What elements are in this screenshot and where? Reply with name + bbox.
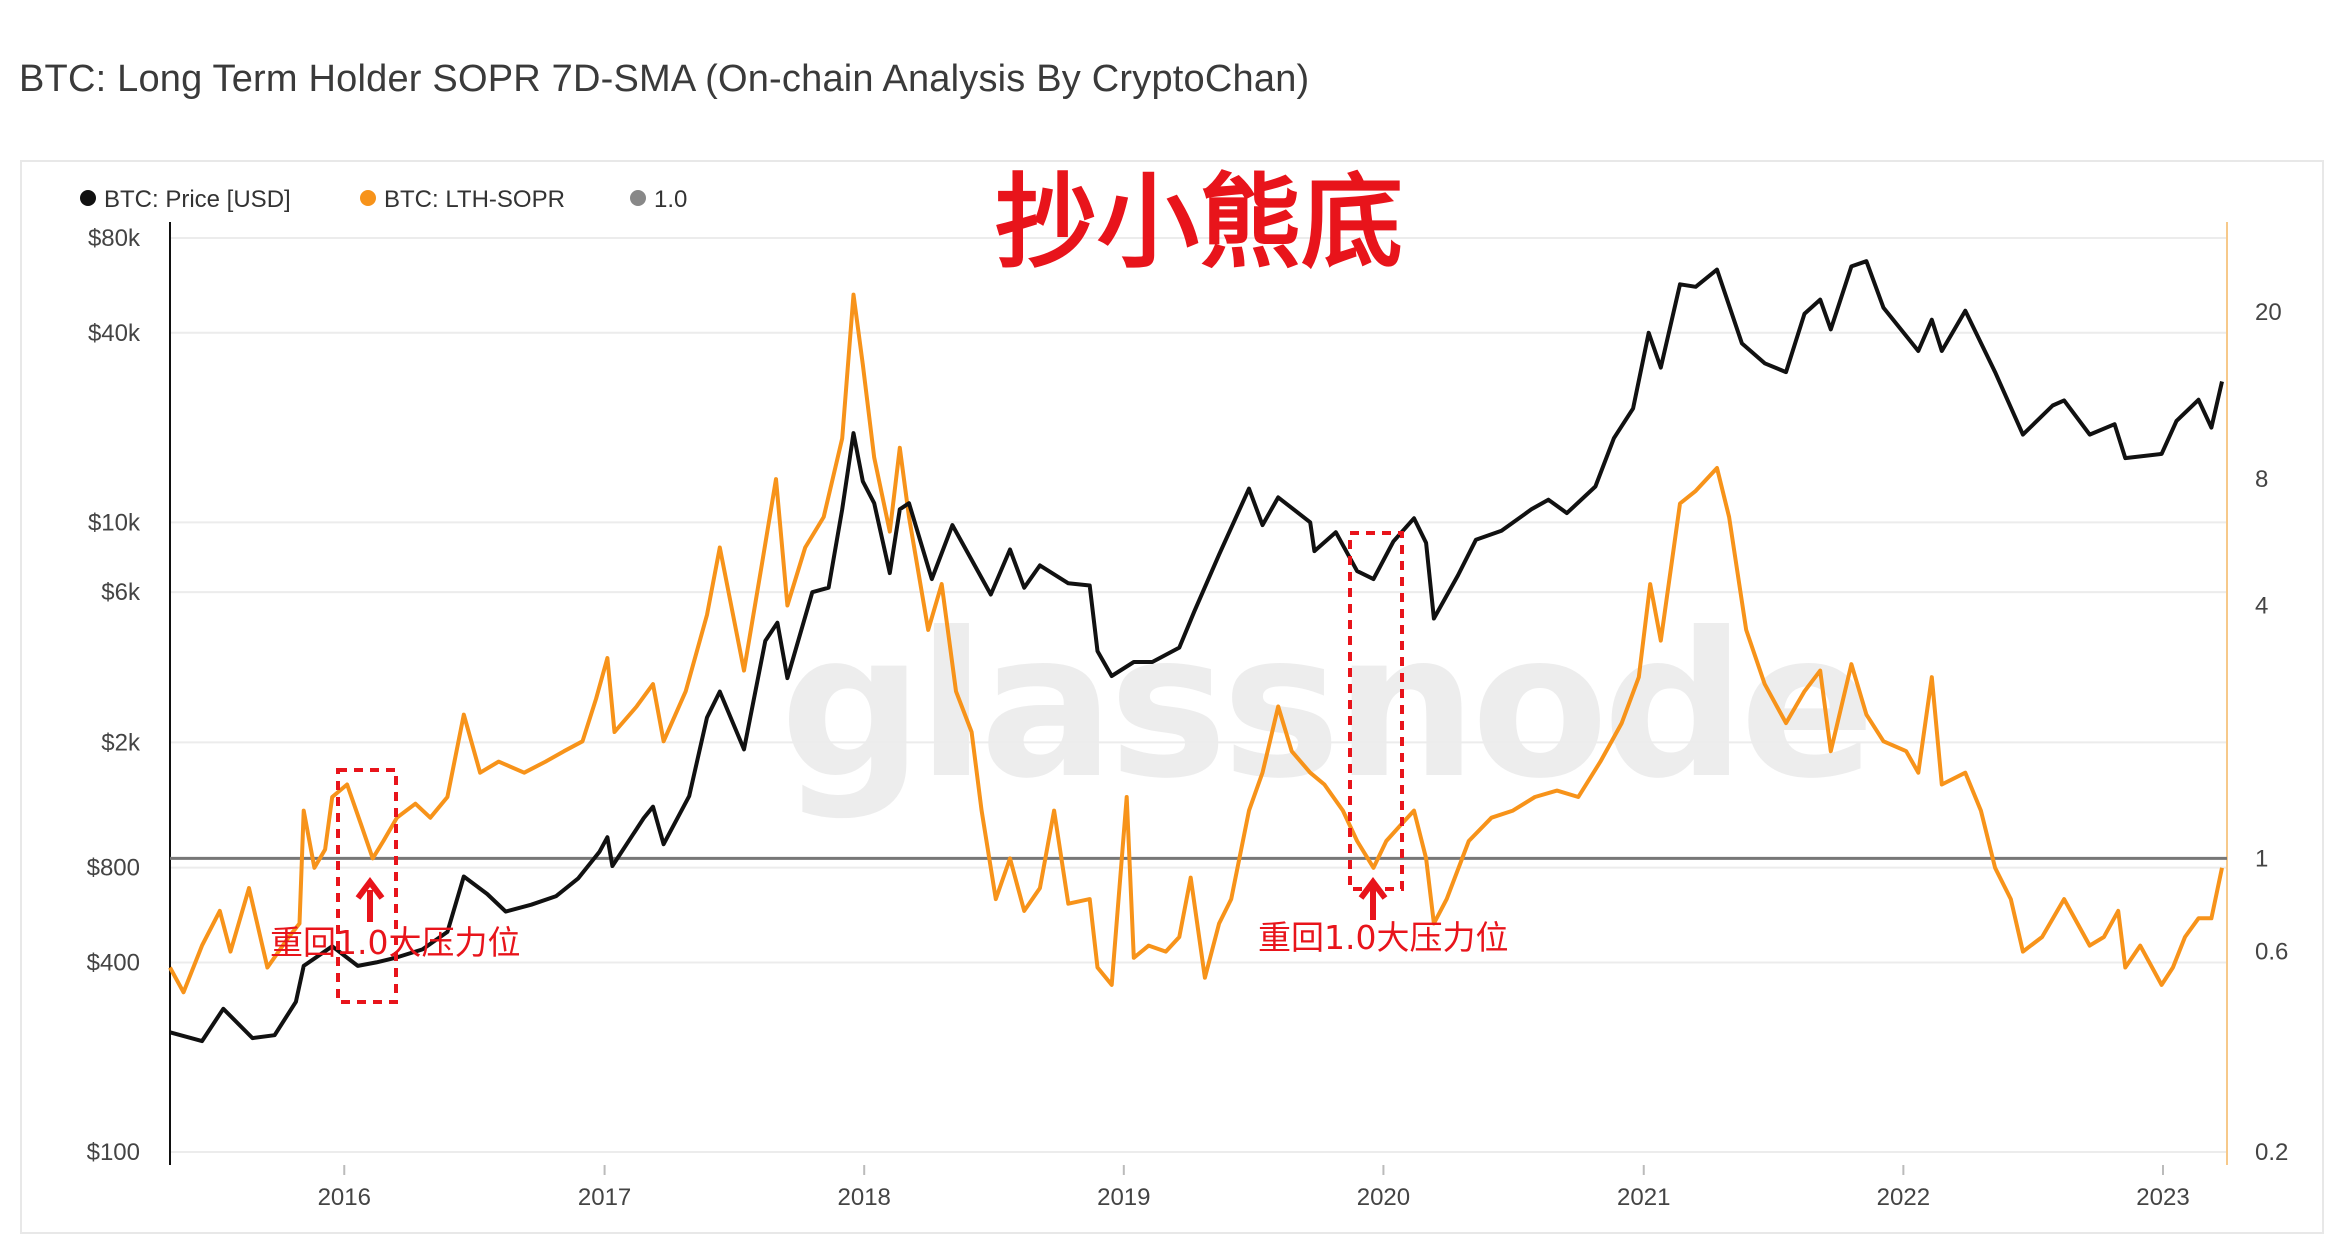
right-axis-ticks: 0.2 0.6 1 4 8 20	[2255, 299, 2288, 1166]
series-line-lth-sopr	[168, 292, 2224, 995]
left-tick-label: $6k	[101, 579, 141, 606]
x-tick-label: 2021	[1617, 1184, 1670, 1211]
x-tick-label: 2022	[1877, 1184, 1930, 1211]
up-arrow-icon	[355, 877, 385, 922]
x-axis-ticks: 2016 2017 2018 2019 2020 2021 2022 2023	[318, 1165, 2190, 1211]
right-tick-label: 0.6	[2255, 939, 2288, 966]
legend-swatch-ref	[630, 190, 646, 206]
legend: BTC: Price [USD] BTC: LTH-SOPR 1.0	[80, 186, 687, 213]
right-tick-label: 8	[2255, 466, 2268, 493]
left-tick-label: $40k	[88, 320, 141, 347]
left-axis-ticks: $100 $400 $800 $2k $6k $10k $40k $80k	[87, 225, 141, 1166]
left-tick-label: $2k	[101, 729, 141, 756]
legend-item-ref[interactable]: 1.0	[630, 186, 687, 213]
left-tick-label: $100	[87, 1139, 140, 1166]
legend-swatch-sopr	[360, 190, 376, 206]
legend-label-price: BTC: Price [USD]	[104, 186, 291, 213]
annotation-box-2019: 重回1.0大压力位	[1258, 531, 1508, 957]
legend-label-sopr: BTC: LTH-SOPR	[384, 186, 565, 213]
legend-label-ref: 1.0	[654, 186, 687, 213]
right-tick-label: 0.2	[2255, 1139, 2288, 1166]
left-tick-label: $400	[87, 949, 140, 976]
left-tick-label: $800	[87, 855, 140, 882]
right-tick-label: 1	[2255, 845, 2268, 872]
x-tick-label: 2017	[578, 1184, 631, 1211]
x-tick-label: 2019	[1097, 1184, 1150, 1211]
up-arrow-icon	[1358, 877, 1388, 920]
legend-item-price[interactable]: BTC: Price [USD]	[80, 186, 291, 213]
grid	[170, 237, 2227, 1153]
page-title: BTC: Long Term Holder SOPR 7D-SMA (On-ch…	[19, 58, 1310, 100]
annotation-label: 重回1.0大压力位	[270, 923, 520, 962]
right-tick-label: 20	[2255, 299, 2282, 326]
annotation-label: 重回1.0大压力位	[1258, 918, 1508, 957]
legend-item-sopr[interactable]: BTC: LTH-SOPR	[360, 186, 565, 213]
right-tick-label: 4	[2255, 593, 2268, 620]
x-tick-label: 2020	[1357, 1184, 1410, 1211]
legend-swatch-price	[80, 190, 96, 206]
overlay-title: 抄小熊底	[995, 164, 1403, 283]
x-tick-label: 2016	[318, 1184, 371, 1211]
annotation-box-2016: 重回1.0大压力位	[270, 768, 520, 1004]
x-tick-label: 2018	[838, 1184, 891, 1211]
left-tick-label: $10k	[88, 509, 141, 536]
annotation-dashed-box	[336, 768, 398, 1004]
x-tick-label: 2023	[2136, 1184, 2189, 1211]
series-line-btc-price	[169, 259, 2224, 1044]
left-tick-label: $80k	[88, 225, 141, 252]
